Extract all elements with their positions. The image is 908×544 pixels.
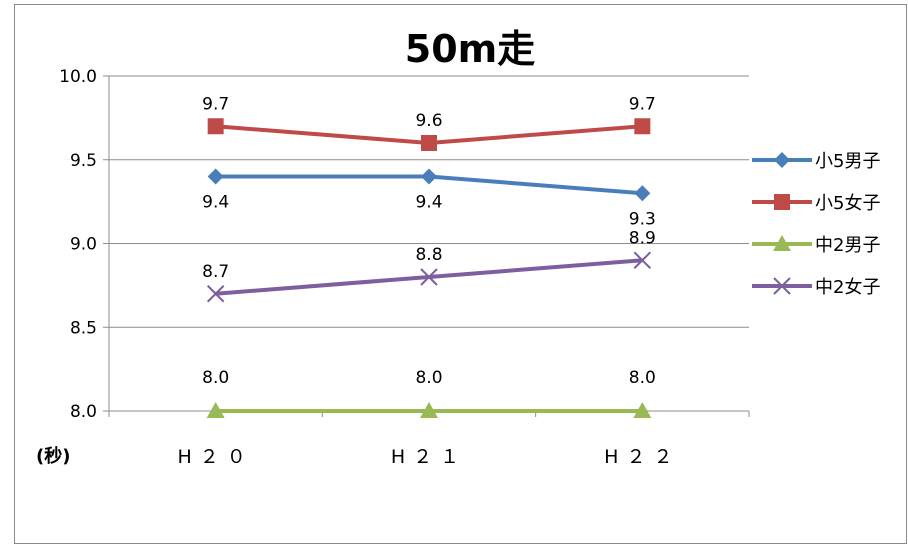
data-label: 8.7 — [202, 262, 229, 282]
diamond-marker — [634, 185, 651, 202]
data-label: 9.7 — [202, 94, 229, 114]
x-tick-label: H２２ — [604, 446, 680, 468]
series-layer — [206, 118, 652, 418]
data-label: 9.7 — [629, 94, 656, 114]
legend-item: 小5男子 — [752, 151, 880, 172]
data-label: 9.6 — [415, 111, 442, 131]
diamond-marker — [774, 152, 790, 168]
square-marker — [774, 194, 790, 210]
x-marker-stroke — [773, 277, 791, 295]
triangle-marker — [633, 402, 652, 418]
legend-label: 中2女子 — [815, 277, 880, 298]
y-tick-labels: 10.0 9.5 9.0 8.5 8.0 — [59, 67, 97, 422]
legend-item: 中2男子 — [752, 235, 880, 256]
legend-item: 中2女子 — [752, 277, 880, 298]
data-labels: 9.4 9.4 9.3 9.7 9.6 9.7 8.0 8.0 8.0 8.7 8.8 8.9 — [202, 94, 656, 388]
data-label: 8.0 — [202, 368, 229, 388]
x-marker — [206, 285, 225, 303]
y-tick-label: 9.5 — [70, 151, 97, 171]
y-tick-label: 10.0 — [59, 67, 97, 87]
data-label: 8.0 — [415, 368, 442, 388]
line-chart: 50m走 10.09.59.08.58.0 H２０ H２１ H２２ (秒) 9.4 9… — [36, 27, 880, 468]
x-marker-stroke — [633, 251, 652, 269]
legend-label: 中2男子 — [815, 235, 880, 256]
square-marker — [207, 118, 224, 135]
triangle-marker — [206, 402, 225, 418]
x-tick-label: H２１ — [391, 446, 467, 468]
square-marker — [634, 118, 651, 135]
diamond-marker — [207, 168, 224, 185]
legend-item: 小5女子 — [752, 193, 880, 214]
x-marker — [773, 277, 791, 295]
x-marker-stroke — [206, 285, 225, 303]
triangle-marker — [773, 235, 791, 251]
y-tick-label: 8.5 — [70, 318, 97, 338]
chart-title: 50m走 — [405, 27, 535, 71]
square-marker — [421, 135, 437, 151]
triangle-marker — [420, 402, 438, 418]
data-label: 8.8 — [415, 245, 442, 265]
data-label: 9.4 — [415, 193, 442, 213]
y-axis-unit: (秒) — [36, 445, 70, 467]
data-label: 9.4 — [202, 193, 229, 213]
y-tick-label: 9.0 — [70, 235, 97, 255]
x-marker — [420, 268, 438, 286]
diamond-marker — [421, 168, 437, 185]
legend-label: 小5男子 — [815, 151, 880, 172]
data-label: 8.0 — [629, 368, 656, 388]
legend-label: 小5女子 — [815, 193, 880, 214]
x-marker — [633, 251, 652, 269]
data-label: 8.9 — [629, 228, 656, 248]
x-marker-stroke — [420, 268, 438, 286]
y-tick-label: 8.0 — [70, 402, 97, 422]
x-tick-label: H２０ — [178, 446, 254, 468]
data-label: 9.3 — [629, 209, 656, 229]
x-tick-labels: H２０ H２１ H２２ — [178, 446, 680, 468]
